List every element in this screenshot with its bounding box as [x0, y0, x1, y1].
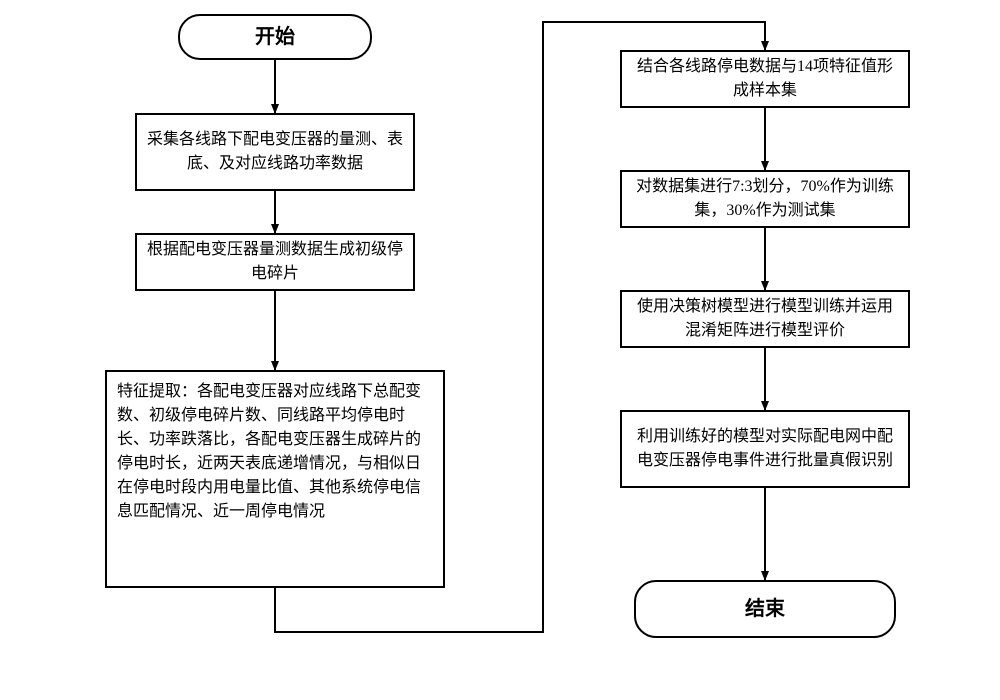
node-start-label: 开始 [255, 22, 295, 52]
node-start: 开始 [178, 14, 372, 60]
node-step4-label: 结合各线路停电数据与14项特征值形成样本集 [632, 55, 898, 103]
node-step5-label: 对数据集进行7:3划分，70%作为训练集，30%作为测试集 [632, 175, 898, 223]
node-step7: 利用训练好的模型对实际配电网中配电变压器停电事件进行批量真假识别 [620, 410, 910, 488]
node-step7-label: 利用训练好的模型对实际配电网中配电变压器停电事件进行批量真假识别 [632, 425, 898, 473]
node-step1-label: 采集各线路下配电变压器的量测、表底、及对应线路功率数据 [147, 128, 403, 176]
node-step6-label: 使用决策树模型进行模型训练并运用混淆矩阵进行模型评价 [632, 295, 898, 343]
flowchart-canvas: 开始采集各线路下配电变压器的量测、表底、及对应线路功率数据根据配电变压器量测数据… [0, 0, 1000, 700]
node-step2: 根据配电变压器量测数据生成初级停电碎片 [135, 233, 415, 291]
node-step1: 采集各线路下配电变压器的量测、表底、及对应线路功率数据 [135, 113, 415, 191]
node-step6: 使用决策树模型进行模型训练并运用混淆矩阵进行模型评价 [620, 290, 910, 348]
node-end: 结束 [634, 580, 896, 638]
node-step3: 特征提取：各配电变压器对应线路下总配变数、初级停电碎片数、同线路平均停电时长、功… [105, 370, 445, 588]
node-step5: 对数据集进行7:3划分，70%作为训练集，30%作为测试集 [620, 170, 910, 228]
node-step3-label: 特征提取：各配电变压器对应线路下总配变数、初级停电碎片数、同线路平均停电时长、功… [117, 380, 433, 524]
node-end-label: 结束 [745, 594, 785, 624]
node-step4: 结合各线路停电数据与14项特征值形成样本集 [620, 50, 910, 108]
node-step2-label: 根据配电变压器量测数据生成初级停电碎片 [147, 238, 403, 286]
